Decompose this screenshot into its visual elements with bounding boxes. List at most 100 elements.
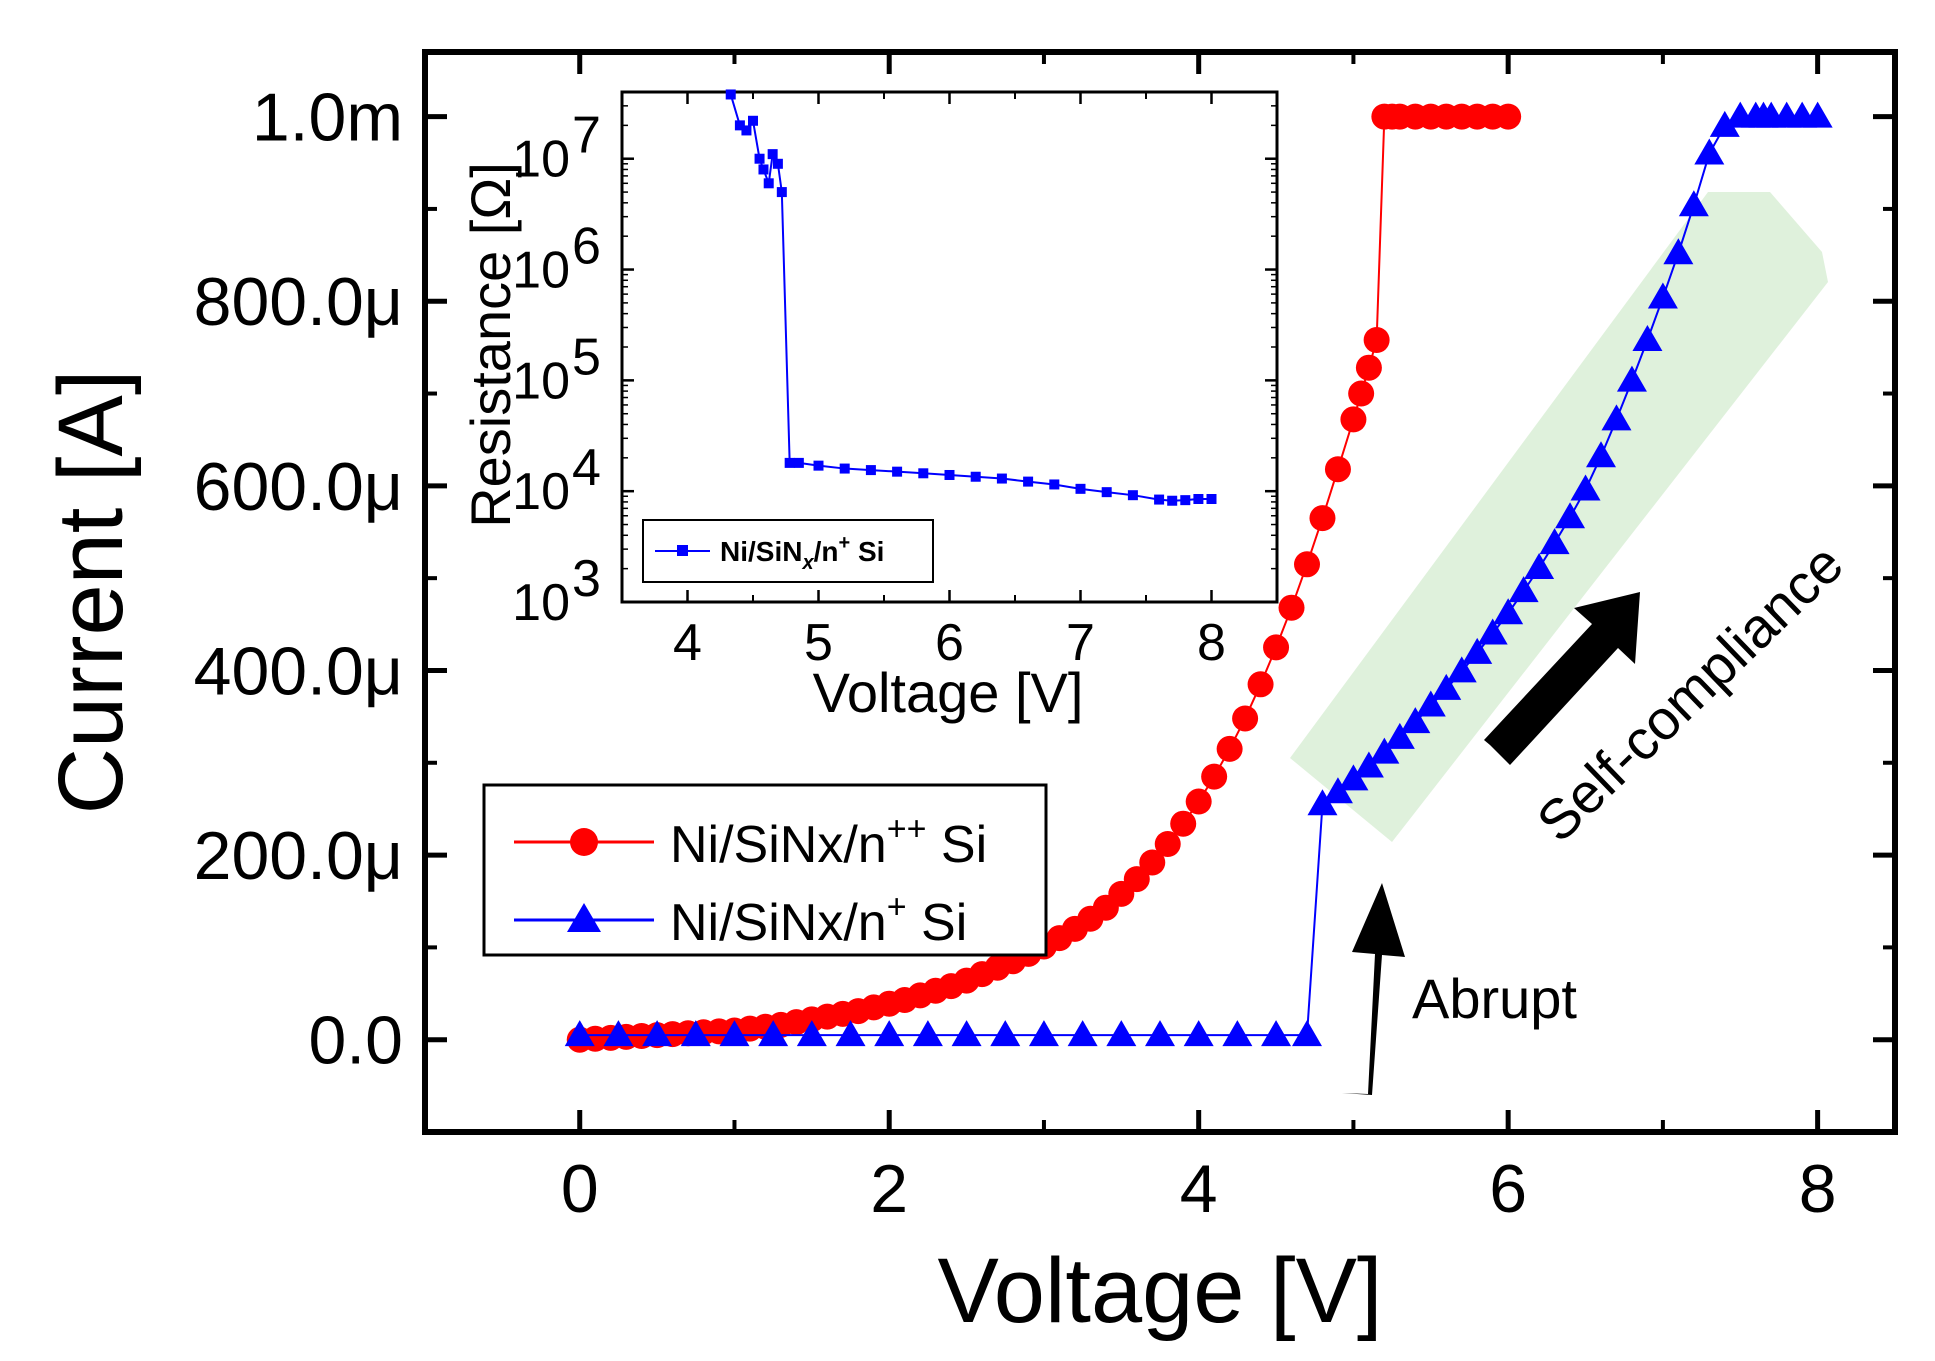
blue-data-point [1431, 673, 1462, 700]
inset-x-tick-label: 7 [1066, 614, 1095, 672]
main-y-tick-label: 600.0μ [194, 449, 403, 525]
main-y-axis-title: Current [A] [40, 370, 142, 815]
legend-label-blue: Ni/SiNx/n+ Si [670, 888, 967, 952]
main-x-tick-label: 8 [1799, 1151, 1837, 1227]
red-data-point [1170, 810, 1197, 837]
inset-data-point [772, 158, 783, 169]
blue-data-point [1586, 441, 1616, 468]
inset-data-point [892, 466, 903, 477]
blue-data-point [1555, 502, 1586, 529]
blue-data-point [1028, 1020, 1059, 1047]
blue-data-point [680, 1020, 711, 1047]
inset-data-point [1206, 494, 1217, 505]
inset-data-point [1127, 490, 1138, 501]
main-y-tick-label: 200.0μ [194, 818, 403, 894]
blue-data-point [1616, 365, 1647, 392]
blue-data-point [1524, 553, 1555, 579]
inset-data-point [793, 457, 804, 468]
blue-data-point [912, 1020, 943, 1047]
blue-data-point [1353, 751, 1384, 778]
main-y-tick-label: 0.0 [308, 1003, 403, 1079]
inset-y-tick-exponent: 3 [572, 550, 601, 608]
blue-data-point [1106, 1020, 1137, 1047]
blue-data-point [1663, 238, 1694, 265]
inset-legend-marker [677, 545, 688, 556]
blue-data-point [1539, 528, 1570, 555]
inset-y-tick-label: 10 [512, 242, 570, 300]
red-data-point [1363, 327, 1390, 353]
blue-data-point [1145, 1020, 1175, 1047]
blue-data-point [1415, 690, 1446, 717]
inset-data-point [996, 473, 1007, 484]
blue-data-point [1802, 101, 1833, 128]
main-legend: Ni/SiNx/n++ Si Ni/SiNx/n+ Si [482, 783, 1048, 957]
red-data-point [1294, 551, 1320, 578]
blue-data-point [603, 1020, 634, 1047]
inset-data-point [813, 460, 824, 471]
inset-data-point [1023, 476, 1034, 487]
blue-data-point [1678, 190, 1709, 217]
blue-data-point [1307, 789, 1338, 816]
inset-data-point [944, 469, 955, 480]
inset-legend-label: Ni/SiNx/n+ Si [720, 532, 884, 574]
main-x-tick-label: 2 [870, 1151, 908, 1227]
blue-data-point [1400, 707, 1431, 734]
inset-data-point [754, 153, 765, 164]
red-data-point [1123, 866, 1150, 893]
inset-data-point [725, 89, 736, 100]
inset-x-tick-label: 5 [804, 614, 833, 672]
inset-x-tick-label: 4 [673, 614, 702, 672]
inset-y-tick-label: 10 [512, 574, 570, 632]
red-data-point [1324, 456, 1351, 483]
blue-data-point [1632, 325, 1663, 351]
blue-data-point [1601, 404, 1632, 431]
blue-data-point [1694, 138, 1725, 165]
blue-data-point [564, 1020, 595, 1047]
inset-data-point [1049, 479, 1060, 490]
inset-x-tick-label: 8 [1197, 614, 1226, 672]
inset-data-point [1167, 495, 1178, 506]
inset-y-tick-exponent: 4 [572, 439, 601, 497]
red-data-point [1340, 406, 1367, 433]
inset-data-point [784, 457, 795, 468]
inset-data-point [734, 120, 745, 131]
inset-data-point [865, 465, 876, 476]
blue-data-point [874, 1020, 905, 1047]
inset-data-point [1154, 494, 1165, 505]
blue-data-point [1462, 637, 1493, 664]
main-ticks: 0 2 4 6 8 0.0 200.0μ 400.0μ 600.0μ 800.0μ 1.0m [194, 52, 1895, 1227]
blue-data-point [758, 1020, 789, 1047]
inset-legend: Ni/SiNx/n+ Si [642, 519, 934, 583]
main-y-tick-label: 800.0μ [194, 264, 403, 340]
inset-data-point [763, 178, 774, 189]
main-x-tick-label: 0 [561, 1151, 599, 1227]
blue-data-point [796, 1020, 827, 1047]
blue-data-point [835, 1020, 866, 1047]
inset-y-tick-exponent: 5 [572, 328, 601, 386]
blue-data-point [1292, 1020, 1322, 1047]
red-data-point [1139, 849, 1166, 876]
main-plot-frame [422, 49, 1898, 1135]
inset-data-point [1101, 487, 1112, 498]
legend-label-red: Ni/SiNx/n++ Si [670, 810, 987, 874]
inset-data-point [748, 115, 758, 126]
blue-data-point [1222, 1020, 1253, 1047]
red-data-point [1309, 505, 1336, 532]
red-data-point [1247, 671, 1274, 698]
blue-data-point [1183, 1020, 1214, 1047]
inset-plot-frame [620, 90, 1279, 604]
inset-y-axis-title: Resistance [Ω] [459, 162, 522, 528]
main-y-tick-label: 1.0m [252, 80, 403, 156]
red-data-point [1185, 788, 1212, 815]
main-series [564, 101, 1833, 1053]
red-data-point [1495, 103, 1522, 130]
blue-data-point [719, 1020, 750, 1047]
self-compliance-highlight [1290, 192, 1828, 842]
blue-data-point [990, 1020, 1021, 1047]
inset-x-tick-label: 6 [935, 614, 964, 672]
inset-y-tick-label: 10 [512, 352, 570, 410]
blue-data-point [1508, 576, 1539, 603]
blue-data-point [642, 1020, 673, 1047]
inset-data-point [918, 468, 929, 479]
